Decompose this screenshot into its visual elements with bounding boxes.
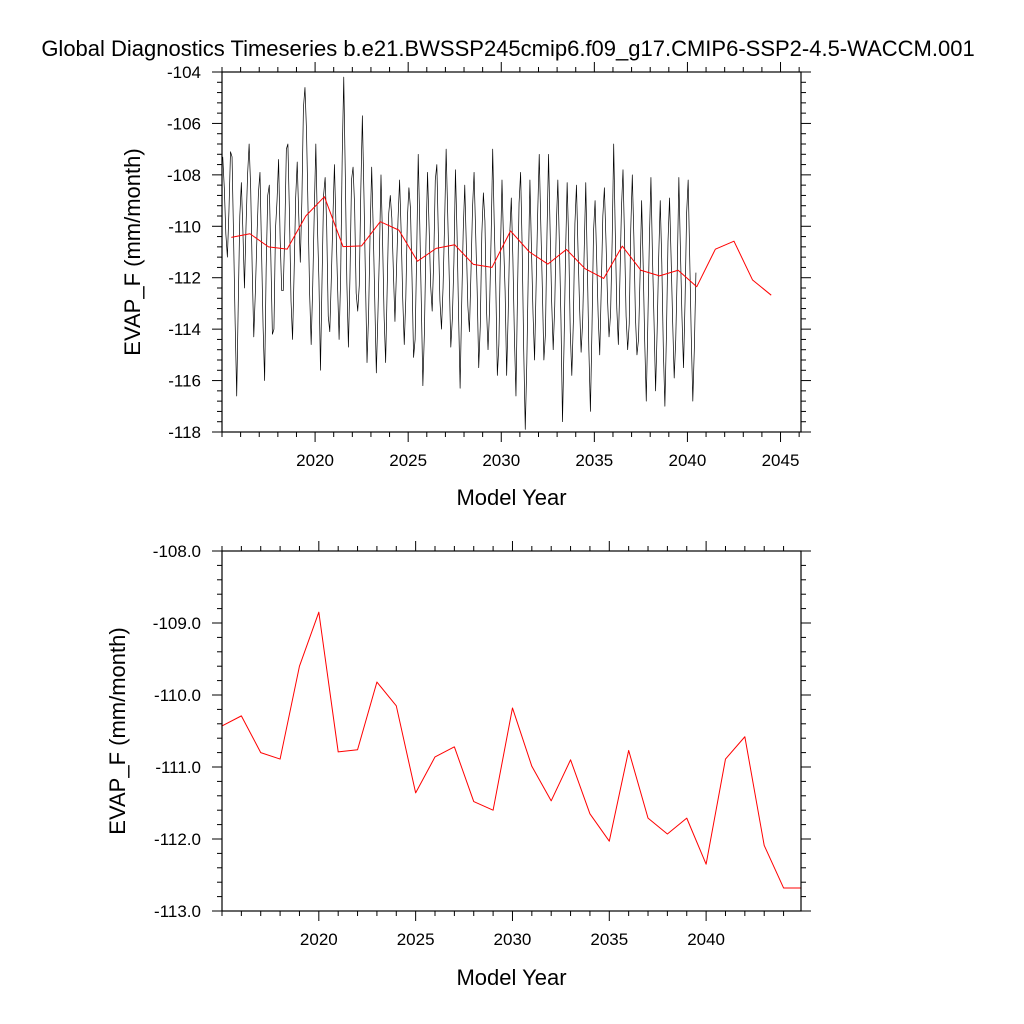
- top-xtick-label: 2030: [482, 451, 520, 470]
- bottom-ytick-label: -111.0: [155, 758, 201, 777]
- top-xtick-label: 2045: [762, 451, 800, 470]
- top-ytick-label: -116: [168, 372, 201, 391]
- top-series-annual: [231, 196, 772, 296]
- bottom-ytick-label: -108.0: [153, 542, 201, 561]
- bottom-xtick-label: 2030: [494, 930, 532, 949]
- top-ytick-label: -112: [168, 269, 201, 288]
- top-ytick-label: -108: [167, 166, 201, 185]
- top-ytick-label: -110: [168, 217, 201, 236]
- bottom-plot-frame: [221, 550, 802, 912]
- bottom-xtick-label: 2040: [687, 930, 725, 949]
- bottom-ytick-label: -112.0: [154, 830, 201, 849]
- figure-title: Global Diagnostics Timeseries b.e21.BWSS…: [41, 36, 974, 61]
- top-xtick-label: 2020: [296, 451, 334, 470]
- top-ytick-label: -118: [168, 423, 201, 442]
- bottom-ytick-label: -110.0: [154, 686, 201, 705]
- bottom-ytick-label: -109.0: [153, 614, 201, 633]
- bottom-x-axis-label: Model Year: [456, 965, 566, 990]
- bottom-ytick-label: -113.0: [154, 902, 201, 921]
- top-xtick-label: 2035: [575, 451, 613, 470]
- bottom-y-axis-label: EVAP_F (mm/month): [105, 627, 130, 834]
- top-panel: 2020 2025 2030 2035 2040 2045 -118 -116 -114 -112…: [120, 62, 811, 510]
- top-x-axis-label: Model Year: [456, 485, 566, 510]
- top-y-axis-label: EVAP_F (mm/month): [120, 148, 145, 355]
- bottom-series-annual: [221, 611, 801, 889]
- bottom-xtick-label: 2025: [397, 930, 435, 949]
- top-xtick-label: 2025: [389, 451, 427, 470]
- bottom-xtick-label: 2035: [590, 930, 628, 949]
- top-xtick-label: 2040: [669, 451, 707, 470]
- top-ytick-label: -114: [168, 320, 201, 339]
- bottom-panel: 2020 2025 2030 2035 2040 -113.0 -112.0 -111.0 -1…: [105, 541, 811, 990]
- top-plot-frame: [221, 71, 802, 433]
- top-ytick-label: -104: [167, 63, 201, 82]
- top-ytick-label: -106: [167, 114, 201, 133]
- bottom-xtick-label: 2020: [300, 930, 338, 949]
- top-series-monthly: [222, 76, 697, 430]
